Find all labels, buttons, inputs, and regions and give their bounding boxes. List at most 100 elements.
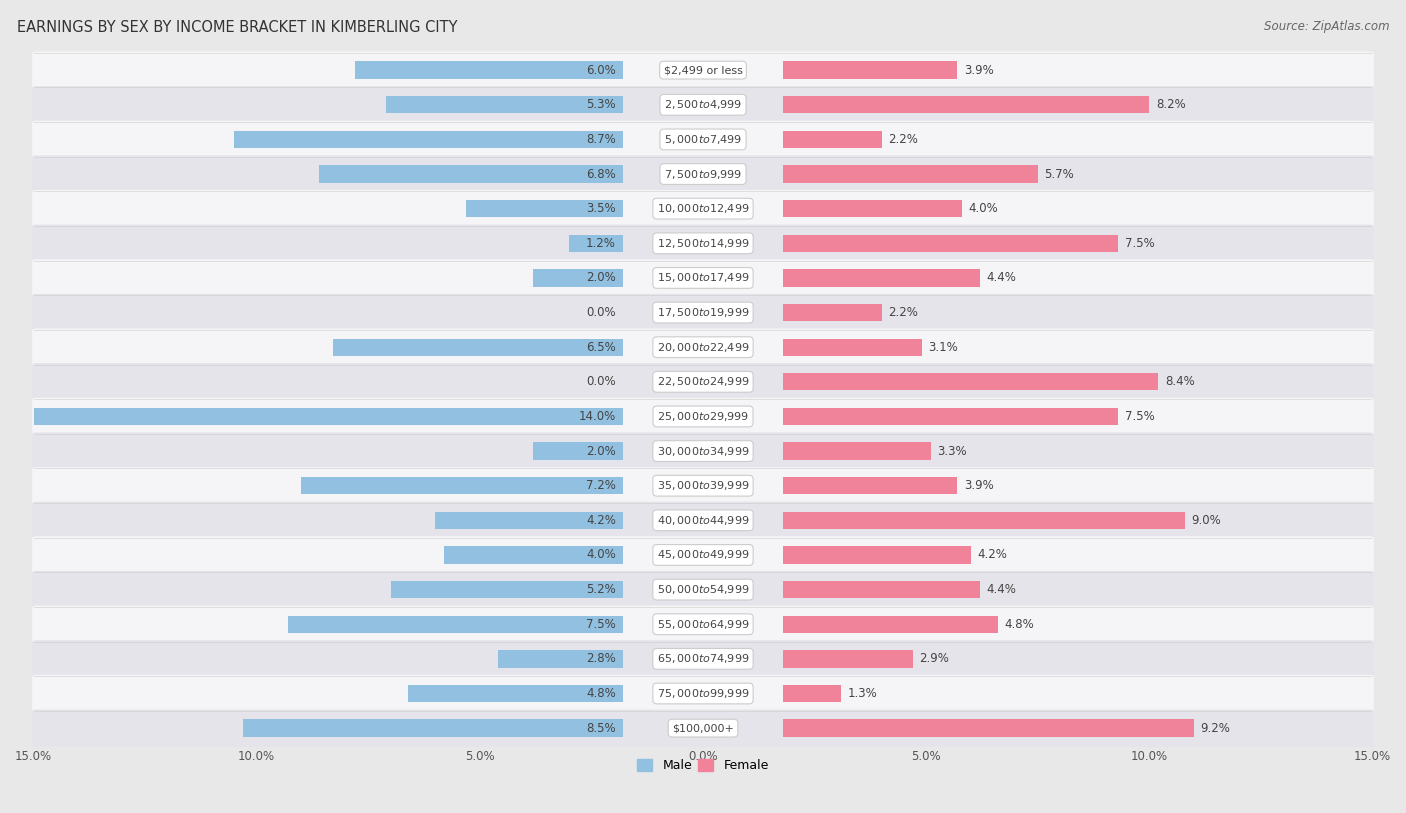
FancyBboxPatch shape [32,433,1374,470]
Text: $2,499 or less: $2,499 or less [664,65,742,75]
Bar [783,511,1185,529]
Text: Source: ZipAtlas.com: Source: ZipAtlas.com [1264,20,1389,33]
Text: $50,000 to $54,999: $50,000 to $54,999 [657,583,749,596]
Bar [783,546,970,563]
Text: $7,500 to $9,999: $7,500 to $9,999 [664,167,742,180]
Text: 4.2%: 4.2% [586,514,616,527]
FancyBboxPatch shape [32,640,1374,677]
FancyBboxPatch shape [32,571,1374,608]
Bar [783,338,922,356]
Bar [783,408,1118,425]
Text: 4.0%: 4.0% [969,202,998,215]
Bar [0,408,623,425]
Bar [783,581,980,598]
FancyBboxPatch shape [32,224,1374,262]
Bar [783,62,957,79]
Text: 3.1%: 3.1% [928,341,957,354]
Text: 2.0%: 2.0% [586,445,616,458]
Bar [783,304,882,321]
Bar [436,511,623,529]
Text: $12,500 to $14,999: $12,500 to $14,999 [657,237,749,250]
FancyBboxPatch shape [32,120,1374,158]
Text: 4.8%: 4.8% [1004,618,1033,631]
FancyBboxPatch shape [32,328,1374,366]
Text: $15,000 to $17,499: $15,000 to $17,499 [657,272,749,285]
Bar [783,131,882,148]
Text: 3.5%: 3.5% [586,202,616,215]
Bar [783,200,962,217]
Bar [235,131,623,148]
Text: 5.2%: 5.2% [586,583,616,596]
Text: 5.3%: 5.3% [586,98,616,111]
FancyBboxPatch shape [32,502,1374,539]
Text: 7.5%: 7.5% [1125,237,1154,250]
Text: $22,500 to $24,999: $22,500 to $24,999 [657,376,749,389]
FancyBboxPatch shape [32,190,1374,228]
Text: 3.3%: 3.3% [938,445,967,458]
Text: $35,000 to $39,999: $35,000 to $39,999 [657,479,749,492]
FancyBboxPatch shape [32,293,1374,331]
Bar [387,96,623,114]
Text: 8.4%: 8.4% [1166,376,1195,389]
Text: $25,000 to $29,999: $25,000 to $29,999 [657,410,749,423]
FancyBboxPatch shape [32,675,1374,712]
Text: 7.5%: 7.5% [1125,410,1154,423]
Bar [783,442,931,459]
Text: 9.2%: 9.2% [1201,722,1230,735]
FancyBboxPatch shape [32,259,1374,297]
Text: 6.0%: 6.0% [586,63,616,76]
Text: $10,000 to $12,499: $10,000 to $12,499 [657,202,749,215]
Text: 7.5%: 7.5% [586,618,616,631]
Text: 8.7%: 8.7% [586,133,616,146]
Legend: Male, Female: Male, Female [633,754,773,777]
Text: $5,000 to $7,499: $5,000 to $7,499 [664,133,742,146]
Bar [783,650,912,667]
Bar [783,373,1159,390]
Bar [533,269,623,287]
Text: 0.0%: 0.0% [586,376,616,389]
FancyBboxPatch shape [32,467,1374,504]
Bar [243,720,623,737]
Bar [354,62,623,79]
Bar [783,165,1038,183]
Text: 8.5%: 8.5% [586,722,616,735]
Text: $20,000 to $22,499: $20,000 to $22,499 [657,341,749,354]
Text: 5.7%: 5.7% [1045,167,1074,180]
Text: 4.4%: 4.4% [987,583,1017,596]
Bar [783,615,997,633]
FancyBboxPatch shape [32,710,1374,747]
Text: $75,000 to $99,999: $75,000 to $99,999 [657,687,749,700]
Bar [444,546,623,563]
Bar [288,615,623,633]
Bar [301,477,623,494]
FancyBboxPatch shape [32,155,1374,193]
Text: 7.2%: 7.2% [586,479,616,492]
Text: EARNINGS BY SEX BY INCOME BRACKET IN KIMBERLING CITY: EARNINGS BY SEX BY INCOME BRACKET IN KIM… [17,20,457,35]
Bar [391,581,623,598]
Text: 2.0%: 2.0% [586,272,616,285]
Bar [498,650,623,667]
Text: 4.4%: 4.4% [987,272,1017,285]
Text: $65,000 to $74,999: $65,000 to $74,999 [657,652,749,665]
Bar [333,338,623,356]
Text: 4.0%: 4.0% [586,549,616,562]
Text: $30,000 to $34,999: $30,000 to $34,999 [657,445,749,458]
Text: $2,500 to $4,999: $2,500 to $4,999 [664,98,742,111]
Text: 2.2%: 2.2% [889,306,918,319]
Text: 0.0%: 0.0% [586,306,616,319]
FancyBboxPatch shape [32,606,1374,643]
Bar [319,165,623,183]
Text: $17,500 to $19,999: $17,500 to $19,999 [657,306,749,319]
Bar [409,685,623,702]
Bar [783,685,841,702]
Text: $45,000 to $49,999: $45,000 to $49,999 [657,549,749,562]
Text: 3.9%: 3.9% [965,63,994,76]
Text: 2.2%: 2.2% [889,133,918,146]
FancyBboxPatch shape [32,363,1374,401]
Bar [783,477,957,494]
Text: 1.3%: 1.3% [848,687,877,700]
Text: $40,000 to $44,999: $40,000 to $44,999 [657,514,749,527]
Text: 4.8%: 4.8% [586,687,616,700]
FancyBboxPatch shape [32,398,1374,435]
Text: 2.8%: 2.8% [586,652,616,665]
